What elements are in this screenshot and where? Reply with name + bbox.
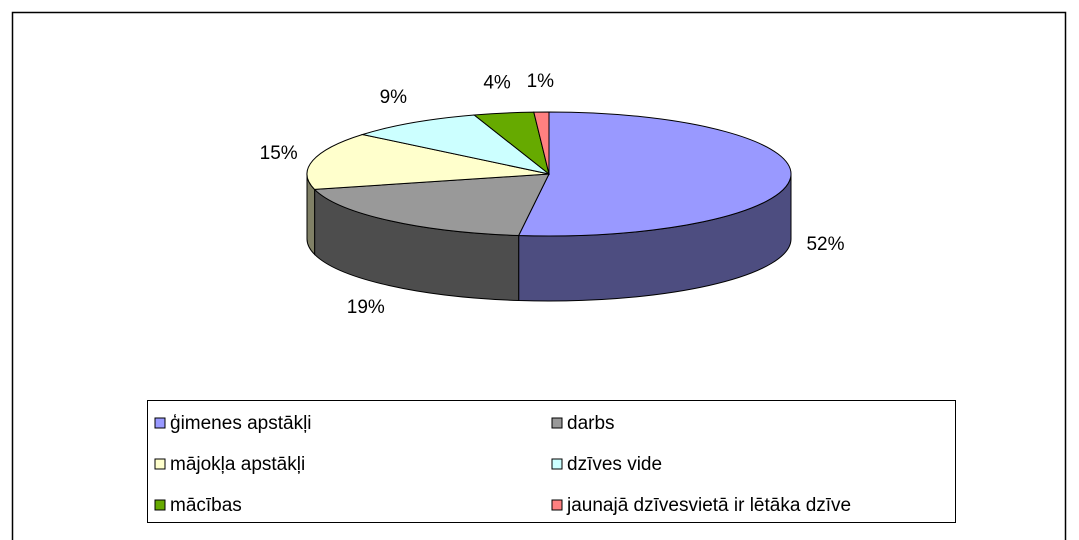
slice bbox=[306, 133, 550, 190]
data-label: 15% bbox=[260, 143, 298, 164]
slice bbox=[533, 111, 550, 175]
slice bbox=[517, 111, 792, 237]
data-label: 52% bbox=[806, 234, 844, 255]
data-label: 1% bbox=[527, 71, 555, 92]
slice bbox=[313, 173, 550, 237]
legend-swatch bbox=[154, 458, 166, 470]
legend-swatch bbox=[551, 417, 563, 429]
slice bbox=[360, 114, 550, 175]
data-label: 4% bbox=[483, 73, 511, 94]
legend-swatch bbox=[154, 499, 166, 511]
legend-label: dzīves vide bbox=[567, 454, 662, 475]
legend-swatch bbox=[551, 499, 563, 511]
legend-swatch bbox=[154, 417, 166, 429]
data-label: 9% bbox=[380, 87, 408, 108]
legend-label: ģimenes apstākļi bbox=[170, 413, 312, 434]
legend-label: jaunajā dzīvesvietā ir lētāka dzīve bbox=[566, 495, 851, 516]
legend-label: mājokļa apstākļi bbox=[170, 454, 305, 475]
legend-label: mācības bbox=[170, 495, 242, 516]
data-label: 19% bbox=[347, 297, 385, 318]
legend-label: darbs bbox=[567, 413, 615, 434]
legend-swatch bbox=[551, 458, 563, 470]
